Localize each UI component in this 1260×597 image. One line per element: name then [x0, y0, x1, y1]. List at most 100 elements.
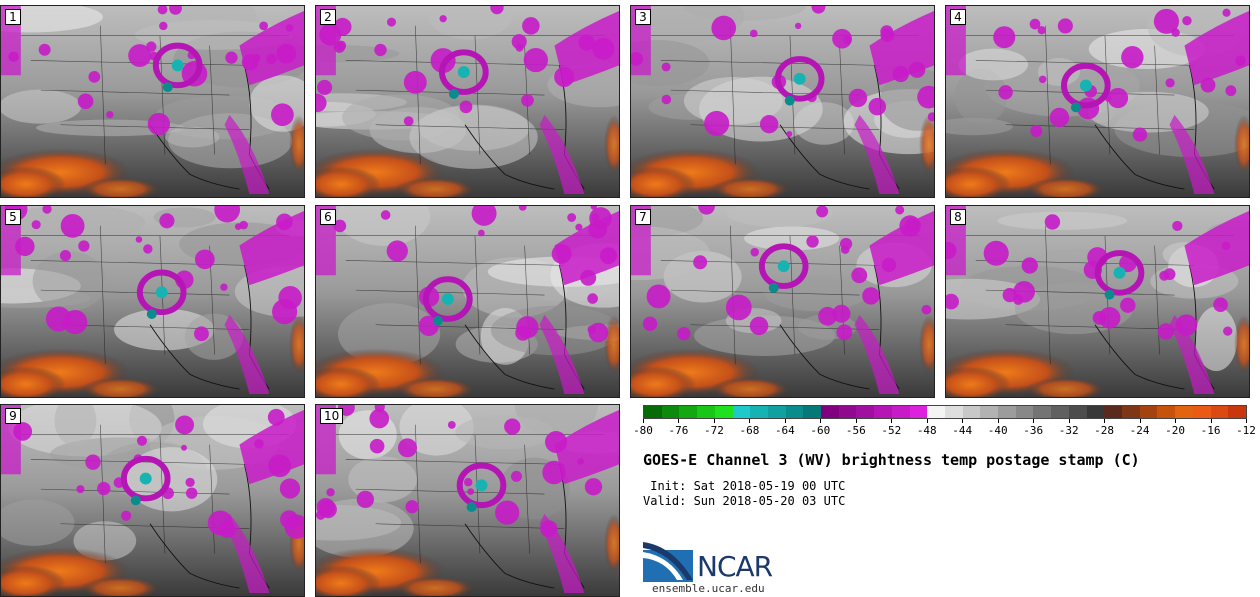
colorbar-tick-label: -76: [668, 424, 689, 437]
colorbar-segment: [1139, 406, 1158, 418]
colorbar-tick: [713, 419, 715, 423]
colorbar-tick-label: -24: [1129, 424, 1150, 437]
colorbar-segment: [909, 406, 928, 418]
valid-time: Valid: Sun 2018-05-20 03 UTC: [643, 494, 846, 508]
colorbar-tick: [962, 419, 964, 423]
colorbar-tick: [997, 419, 999, 423]
water-vapor-map: [1, 405, 304, 596]
water-vapor-map: [316, 6, 619, 197]
source-url: ensemble.ucar.edu: [652, 582, 765, 595]
colorbar-segment: [998, 406, 1016, 418]
ncar-logo-icon: [643, 542, 693, 582]
postage-stamp-panel: 10: [315, 404, 620, 597]
member-number-label: 4: [950, 9, 966, 25]
colorbar-segment: [1086, 406, 1105, 418]
colorbar-segment: [838, 406, 857, 418]
water-vapor-map: [1, 6, 304, 197]
colorbar-tick-label: -36: [1023, 424, 1044, 437]
colorbar-segment: [1175, 406, 1193, 418]
water-vapor-map: [946, 6, 1249, 197]
colorbar: [643, 405, 1247, 419]
postage-stamp-panel: 4: [945, 5, 1250, 198]
member-number-label: 7: [635, 209, 651, 225]
water-vapor-map: [946, 206, 1249, 397]
water-vapor-map: [1, 206, 304, 397]
colorbar-tick: [1246, 419, 1247, 423]
colorbar-segment: [785, 406, 804, 418]
colorbar-segment: [1210, 406, 1229, 418]
colorbar-segment: [679, 406, 698, 418]
colorbar-segment: [1157, 406, 1176, 418]
colorbar-tick: [1033, 419, 1035, 423]
postage-stamp-panel: 9: [0, 404, 305, 597]
colorbar-segment: [944, 406, 963, 418]
colorbar-tick-label: -52: [881, 424, 902, 437]
colorbar-tick-label: -60: [810, 424, 831, 437]
colorbar-segment: [750, 406, 768, 418]
colorbar-tick: [1068, 419, 1070, 423]
colorbar-tick: [749, 419, 751, 423]
colorbar-segment: [714, 406, 733, 418]
member-number-label: 3: [635, 9, 651, 25]
colorbar-tick-label: -68: [739, 424, 760, 437]
colorbar-segment: [891, 406, 910, 418]
colorbar-segment: [821, 406, 839, 418]
colorbar-segment: [1033, 406, 1052, 418]
member-number-label: 10: [320, 408, 344, 424]
colorbar-tick: [643, 419, 644, 423]
colorbar-segment: [856, 406, 875, 418]
colorbar-segment: [1051, 406, 1069, 418]
colorbar-tick-label: -48: [916, 424, 937, 437]
colorbar-segment: [927, 406, 945, 418]
colorbar-segment: [962, 406, 981, 418]
colorbar-tick: [678, 419, 680, 423]
member-number-label: 5: [5, 209, 21, 225]
colorbar-tick: [855, 419, 857, 423]
colorbar-tick-label: -28: [1094, 424, 1115, 437]
colorbar-tick-label: -32: [1058, 424, 1079, 437]
colorbar-tick-label: -16: [1200, 424, 1221, 437]
water-vapor-map: [631, 6, 934, 197]
postage-stamp-panel: 8: [945, 205, 1250, 398]
postage-stamp-panel: 1: [0, 5, 305, 198]
colorbar-tick: [891, 419, 893, 423]
colorbar-ticks: -80 -76 -72 -68 -64 -60 -56 -52 -48 -44 -40 -36 -32 -…: [633, 419, 1256, 439]
colorbar-tick-label: -64: [774, 424, 795, 437]
colorbar-tick: [926, 419, 928, 423]
colorbar-segment: [1015, 406, 1034, 418]
colorbar-tick: [784, 419, 786, 423]
water-vapor-map: [316, 206, 619, 397]
postage-stamp-panel: 7: [630, 205, 935, 398]
colorbar-segment: [803, 406, 822, 418]
colorbar-segment: [697, 406, 715, 418]
member-number-label: 1: [5, 9, 21, 25]
colorbar-tick: [1139, 419, 1141, 423]
colorbar-segment: [1104, 406, 1122, 418]
colorbar-segment: [1121, 406, 1140, 418]
colorbar-tick-label: -44: [952, 424, 973, 437]
colorbar-tick-label: -72: [704, 424, 724, 437]
colorbar-segment: [732, 406, 751, 418]
member-number-label: 6: [320, 209, 336, 225]
colorbar-segment: [661, 406, 680, 418]
colorbar-tick-label: -20: [1165, 424, 1185, 437]
member-number-label: 2: [320, 9, 336, 25]
colorbar-segment: [644, 406, 662, 418]
colorbar-segment: [980, 406, 999, 418]
member-number-label: 9: [5, 408, 21, 424]
init-time: Init: Sat 2018-05-19 00 UTC: [643, 479, 846, 493]
colorbar-tick-label: -12: [1236, 424, 1256, 437]
postage-stamp-panel: 3: [630, 5, 935, 198]
postage-stamp-panel: 5: [0, 205, 305, 398]
colorbar-segment: [874, 406, 892, 418]
colorbar-segment: [1228, 406, 1246, 418]
colorbar-tick-label: -80: [633, 424, 653, 437]
colorbar-segment: [1068, 406, 1087, 418]
colorbar-tick: [1104, 419, 1106, 423]
colorbar-tick-label: -40: [987, 424, 1008, 437]
colorbar-segment: [1192, 406, 1211, 418]
member-number-label: 8: [950, 209, 966, 225]
colorbar-tick-label: -56: [845, 424, 866, 437]
water-vapor-map: [631, 206, 934, 397]
water-vapor-map: [316, 405, 619, 596]
